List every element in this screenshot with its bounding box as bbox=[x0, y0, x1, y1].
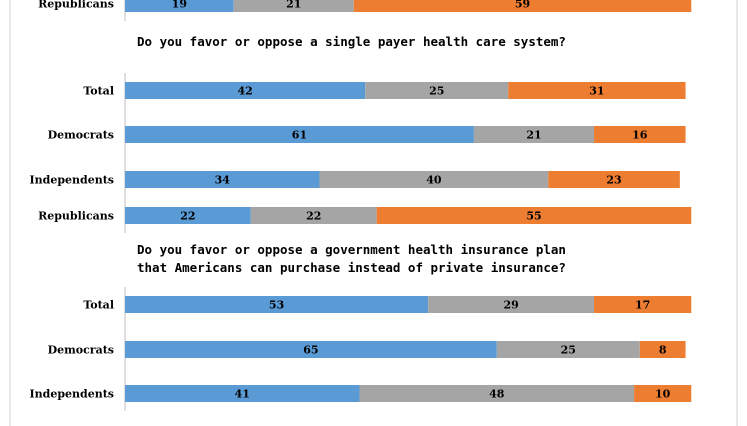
bar-segment-oppose bbox=[353, 0, 692, 12]
data-label-favor: 42 bbox=[237, 85, 252, 98]
data-label-oppose: 17 bbox=[635, 299, 650, 312]
data-label-oppose: 55 bbox=[526, 210, 541, 223]
data-label-favor: 41 bbox=[235, 388, 250, 401]
data-label-favor: 65 bbox=[303, 344, 318, 357]
data-label-oppose: 31 bbox=[589, 85, 604, 98]
category-label: Independents bbox=[30, 174, 114, 187]
bar-segment-neither bbox=[233, 0, 354, 12]
bar-segment-oppose bbox=[548, 171, 680, 188]
bar-row-independents: Independents 34 40 23 bbox=[30, 171, 680, 188]
chart-panel-1: Do you favor or oppose a single payer he… bbox=[30, 34, 692, 233]
data-label-favor: 53 bbox=[269, 299, 284, 312]
category-label: Total bbox=[83, 85, 114, 98]
bar-segment-oppose bbox=[634, 385, 692, 402]
question-title-line: Do you favor or oppose a government heal… bbox=[137, 242, 566, 257]
data-label-oppose: 23 bbox=[606, 174, 621, 187]
data-label-neither: 25 bbox=[561, 344, 576, 357]
data-label-favor: 22 bbox=[180, 210, 195, 223]
data-label-oppose: 8 bbox=[659, 344, 667, 357]
bar-row-democrats: Democrats 65 25 8 bbox=[48, 341, 686, 358]
bar-segment-favor bbox=[125, 207, 251, 224]
category-label: Total bbox=[83, 299, 114, 312]
data-label-neither: 21 bbox=[526, 129, 541, 142]
bar-segment-oppose bbox=[594, 296, 692, 313]
bar-segment-neither bbox=[496, 341, 640, 358]
data-label-favor: 34 bbox=[215, 174, 231, 187]
bar-segment-favor bbox=[125, 385, 360, 402]
bar-row-total: Total 42 25 31 bbox=[83, 82, 686, 99]
data-label-oppose: 10 bbox=[655, 388, 671, 401]
category-label: Republicans bbox=[38, 210, 114, 223]
bar-segment-favor bbox=[125, 0, 234, 12]
bar-segment-favor bbox=[125, 341, 497, 358]
bar-segment-favor bbox=[125, 171, 320, 188]
data-label-neither: 40 bbox=[426, 174, 442, 187]
bar-segment-oppose bbox=[376, 207, 692, 224]
bar-segment-oppose bbox=[508, 82, 686, 99]
category-label: Republicans bbox=[38, 0, 114, 11]
data-label-oppose: 16 bbox=[632, 129, 648, 142]
data-label-neither: 48 bbox=[489, 388, 505, 401]
bar-segment-favor bbox=[125, 126, 474, 143]
data-label-favor: 19 bbox=[172, 0, 187, 11]
bar-segment-neither bbox=[473, 126, 595, 143]
bar-row-republicans: Republicans 22 22 55 bbox=[38, 207, 692, 224]
question-title-line: that Americans can purchase instead of p… bbox=[137, 260, 566, 275]
data-label-neither: 25 bbox=[429, 85, 444, 98]
category-label: Democrats bbox=[48, 129, 114, 142]
bar-row-independents: Independents 41 48 10 bbox=[30, 385, 692, 402]
bar-row-democrats: Democrats 61 21 16 bbox=[48, 126, 686, 143]
bar-segment-oppose bbox=[639, 341, 686, 358]
bar-segment-favor bbox=[125, 82, 366, 99]
bar-row-republicans: Republicans 19 21 59 bbox=[38, 0, 692, 12]
data-label-favor: 61 bbox=[292, 129, 307, 142]
data-label-oppose: 59 bbox=[515, 0, 530, 11]
data-label-neither: 22 bbox=[306, 210, 321, 223]
category-label: Democrats bbox=[48, 344, 114, 357]
chart-panel-2: Do you favor or oppose a government heal… bbox=[30, 242, 692, 411]
bar-segment-neither bbox=[250, 207, 377, 224]
question-title-line: Do you favor or oppose a single payer he… bbox=[137, 34, 566, 49]
data-label-neither: 29 bbox=[503, 299, 518, 312]
chart-panels: Republicans 19 21 59 Do you favor or oppose … bbox=[30, 0, 692, 411]
bar-segment-neither bbox=[428, 296, 595, 313]
bar-row-total: Total 53 29 17 bbox=[83, 296, 692, 313]
category-label: Independents bbox=[30, 388, 114, 401]
bar-segment-oppose bbox=[594, 126, 686, 143]
bar-segment-neither bbox=[365, 82, 509, 99]
chart-panel-0: Republicans 19 21 59 bbox=[38, 0, 692, 21]
data-label-neither: 21 bbox=[286, 0, 301, 11]
bar-segment-neither bbox=[319, 171, 549, 188]
bar-segment-neither bbox=[359, 385, 635, 402]
bar-segment-favor bbox=[125, 296, 429, 313]
